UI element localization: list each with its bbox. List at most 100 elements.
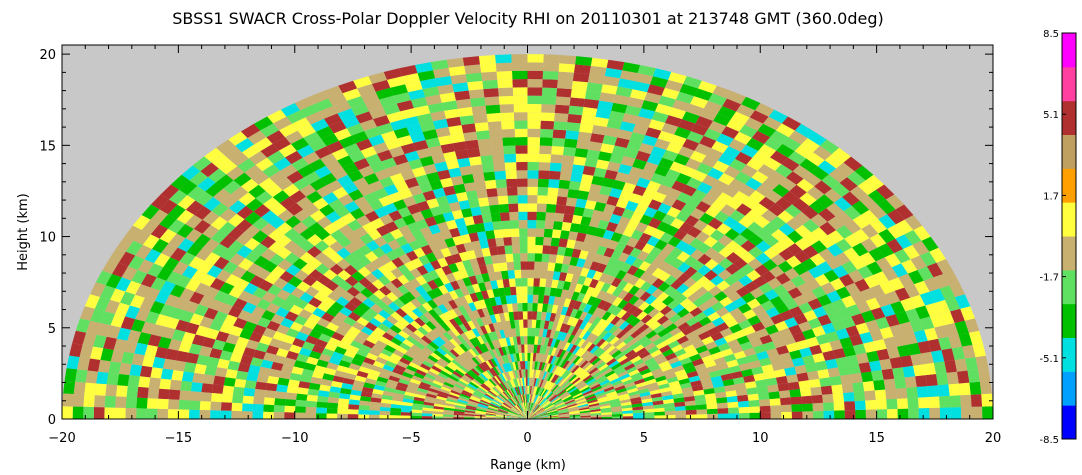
- velocity-cell: [564, 273, 574, 283]
- velocity-cell: [368, 414, 380, 419]
- velocity-cell: [475, 409, 487, 413]
- velocity-cell: [574, 283, 584, 293]
- velocity-cell: [519, 413, 528, 419]
- x-tick-label: 0: [523, 431, 531, 446]
- velocity-cell: [537, 413, 548, 417]
- velocity-cell: [440, 322, 451, 332]
- velocity-cell: [659, 344, 672, 354]
- velocity-cell: [592, 270, 603, 281]
- velocity-cell: [499, 407, 509, 412]
- velocity-cell: [487, 272, 497, 282]
- velocity-cell: [211, 384, 224, 394]
- velocity-cell: [507, 371, 513, 380]
- velocity-cell: [485, 263, 495, 273]
- velocity-cell: [791, 411, 803, 419]
- velocity-cell: [667, 340, 680, 349]
- velocity-cell: [470, 97, 486, 107]
- velocity-cell: [579, 284, 589, 295]
- velocity-cell: [514, 395, 520, 404]
- velocity-cell: [183, 362, 197, 373]
- velocity-cell: [467, 320, 476, 330]
- velocity-cell: [104, 407, 116, 419]
- velocity-cell: [571, 391, 582, 397]
- velocity-cell: [464, 415, 475, 418]
- velocity-cell: [558, 378, 567, 387]
- velocity-cell: [537, 412, 548, 416]
- velocity-cell: [475, 291, 484, 301]
- velocity-cell: [377, 323, 390, 333]
- velocity-cell: [591, 325, 601, 335]
- velocity-cell: [572, 345, 581, 355]
- velocity-cell: [458, 296, 469, 306]
- velocity-cell: [373, 327, 386, 337]
- velocity-cell: [527, 411, 532, 419]
- velocity-cell: [536, 396, 543, 405]
- velocity-cell: [579, 360, 589, 369]
- velocity-cell: [483, 298, 492, 308]
- velocity-cell: [129, 364, 142, 377]
- velocity-cell: [695, 345, 709, 354]
- y-tick-label: 20: [39, 48, 56, 63]
- velocity-cell: [398, 378, 410, 385]
- velocity-cell: [573, 64, 591, 75]
- velocity-cell: [542, 328, 548, 338]
- velocity-cell: [534, 253, 543, 262]
- velocity-cell: [429, 318, 441, 328]
- velocity-cell: [685, 409, 697, 415]
- velocity-cell: [829, 375, 842, 386]
- velocity-cell: [434, 400, 446, 406]
- velocity-cell: [578, 182, 592, 192]
- velocity-cell: [439, 388, 451, 395]
- velocity-cell: [524, 361, 528, 370]
- velocity-cell: [622, 282, 634, 293]
- velocity-cell: [488, 323, 496, 333]
- velocity-cell: [590, 288, 601, 298]
- velocity-cell: [527, 412, 535, 419]
- velocity-cell: [696, 409, 708, 415]
- velocity-cell: [927, 385, 940, 397]
- velocity-cell: [495, 54, 512, 64]
- velocity-cell: [597, 396, 608, 402]
- velocity-cell: [610, 362, 622, 371]
- velocity-cell: [181, 371, 195, 383]
- velocity-cell: [683, 344, 696, 353]
- velocity-cell: [843, 392, 855, 402]
- velocity-cell: [410, 344, 423, 353]
- velocity-cell: [640, 394, 652, 400]
- velocity-cell: [710, 375, 723, 383]
- velocity-cell: [565, 384, 575, 392]
- velocity-cell: [423, 401, 435, 406]
- velocity-cell: [380, 402, 392, 408]
- velocity-cell: [390, 415, 401, 419]
- velocity-cell: [689, 335, 702, 345]
- velocity-cell: [578, 407, 590, 411]
- velocity-cell: [512, 253, 521, 262]
- velocity-cell: [659, 387, 672, 393]
- velocity-cell: [560, 379, 569, 388]
- velocity-cell: [417, 338, 429, 347]
- velocity-cell: [488, 246, 499, 256]
- velocity-cell: [539, 379, 544, 388]
- velocity-cell: [455, 405, 466, 409]
- velocity-cell: [454, 357, 464, 366]
- velocity-cell: [629, 341, 641, 350]
- velocity-cell: [483, 171, 496, 181]
- velocity-cell: [537, 178, 549, 188]
- velocity-cell: [565, 400, 576, 406]
- velocity-cell: [536, 378, 541, 387]
- velocity-cell: [577, 369, 587, 378]
- velocity-cell: [492, 399, 502, 406]
- velocity-cell: [454, 288, 465, 298]
- velocity-cell: [531, 361, 536, 370]
- velocity-cell: [504, 162, 517, 171]
- velocity-cell: [625, 384, 637, 391]
- velocity-cell: [618, 344, 630, 353]
- velocity-cell: [387, 341, 400, 350]
- velocity-cell: [494, 397, 504, 404]
- velocity-cell: [472, 309, 481, 319]
- velocity-cell: [529, 394, 532, 403]
- colorbar-tick-label: 5.1: [1043, 110, 1059, 121]
- velocity-cell: [464, 372, 475, 381]
- velocity-cell: [664, 309, 677, 320]
- velocity-cell: [548, 383, 556, 391]
